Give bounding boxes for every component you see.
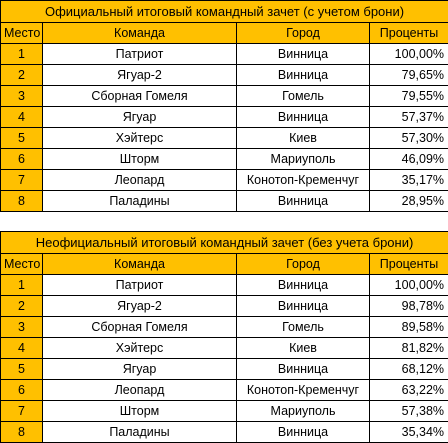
header-percent: Проценты xyxy=(370,254,448,275)
table-title-row: Официальный итоговый командный зачет (с … xyxy=(1,1,448,23)
percent-cell: 35,34% xyxy=(370,422,448,443)
city-cell: Гомель xyxy=(237,317,370,338)
percent-cell: 63,22% xyxy=(370,380,448,401)
percent-cell: 68,12% xyxy=(370,359,448,380)
place-cell: 8 xyxy=(1,191,43,212)
header-city: Город xyxy=(237,23,370,44)
percent-cell: 28,95% xyxy=(370,191,448,212)
city-cell: Винница xyxy=(237,44,370,65)
percent-cell: 35,17% xyxy=(370,170,448,191)
team-cell: Ягуар-2 xyxy=(43,65,237,86)
place-cell: 5 xyxy=(1,128,43,149)
city-cell: Конотоп-Кременчуг xyxy=(237,380,370,401)
place-cell: 7 xyxy=(1,170,43,191)
place-cell: 6 xyxy=(1,149,43,170)
place-cell: 3 xyxy=(1,86,43,107)
place-cell: 3 xyxy=(1,317,43,338)
percent-cell: 57,30% xyxy=(370,128,448,149)
team-cell: Ягуар-2 xyxy=(43,296,237,317)
place-cell: 4 xyxy=(1,338,43,359)
header-percent: Проценты xyxy=(370,23,448,44)
percent-cell: 89,58% xyxy=(370,317,448,338)
team-cell: Шторм xyxy=(43,401,237,422)
unofficial-standings-table: Неофициальный итоговый командный зачет (… xyxy=(0,231,448,443)
city-cell: Винница xyxy=(237,422,370,443)
percent-cell: 79,65% xyxy=(370,65,448,86)
team-cell: Хэйтерс xyxy=(43,128,237,149)
team-cell: Ягуар xyxy=(43,107,237,128)
percent-cell: 46,09% xyxy=(370,149,448,170)
place-cell: 7 xyxy=(1,401,43,422)
city-cell: Конотоп-Кременчуг xyxy=(237,170,370,191)
percent-cell: 57,37% xyxy=(370,107,448,128)
city-cell: Киев xyxy=(237,338,370,359)
city-cell: Винница xyxy=(237,191,370,212)
percent-cell: 100,00% xyxy=(370,44,448,65)
table-title: Неофициальный итоговый командный зачет (… xyxy=(1,232,448,254)
team-cell: Ягуар xyxy=(43,359,237,380)
team-cell: Сборная Гомеля xyxy=(43,86,237,107)
percent-cell: 57,38% xyxy=(370,401,448,422)
place-cell: 4 xyxy=(1,107,43,128)
place-cell: 1 xyxy=(1,275,43,296)
city-cell: Мариуполь xyxy=(237,401,370,422)
percent-cell: 81,82% xyxy=(370,338,448,359)
city-cell: Киев xyxy=(237,128,370,149)
team-cell: Сборная Гомеля xyxy=(43,317,237,338)
table-title-row: Неофициальный итоговый командный зачет (… xyxy=(1,232,448,254)
team-cell: Шторм xyxy=(43,149,237,170)
team-cell: Леопард xyxy=(43,170,237,191)
header-team: Команда xyxy=(43,23,237,44)
city-cell: Винница xyxy=(237,107,370,128)
city-cell: Гомель xyxy=(237,86,370,107)
team-cell: Патриот xyxy=(43,275,237,296)
percent-cell: 98,78% xyxy=(370,296,448,317)
place-cell: 2 xyxy=(1,296,43,317)
table-title: Официальный итоговый командный зачет (с … xyxy=(1,1,448,23)
city-cell: Винница xyxy=(237,65,370,86)
city-cell: Винница xyxy=(237,359,370,380)
team-cell: Леопард xyxy=(43,380,237,401)
team-cell: Паладины xyxy=(43,191,237,212)
header-team: Команда xyxy=(43,254,237,275)
table-gap xyxy=(0,212,448,231)
team-cell: Патриот xyxy=(43,44,237,65)
header-city: Город xyxy=(237,254,370,275)
place-cell: 6 xyxy=(1,380,43,401)
place-cell: 2 xyxy=(1,65,43,86)
place-cell: 5 xyxy=(1,359,43,380)
team-cell: Паладины xyxy=(43,422,237,443)
city-cell: Мариуполь xyxy=(237,149,370,170)
place-cell: 1 xyxy=(1,44,43,65)
city-cell: Винница xyxy=(237,275,370,296)
percent-cell: 100,00% xyxy=(370,275,448,296)
header-place: Место xyxy=(1,23,43,44)
official-standings-table: Официальный итоговый командный зачет (с … xyxy=(0,0,448,212)
header-place: Место xyxy=(1,254,43,275)
city-cell: Винница xyxy=(237,296,370,317)
team-cell: Хэйтерс xyxy=(43,338,237,359)
place-cell: 8 xyxy=(1,422,43,443)
percent-cell: 79,55% xyxy=(370,86,448,107)
